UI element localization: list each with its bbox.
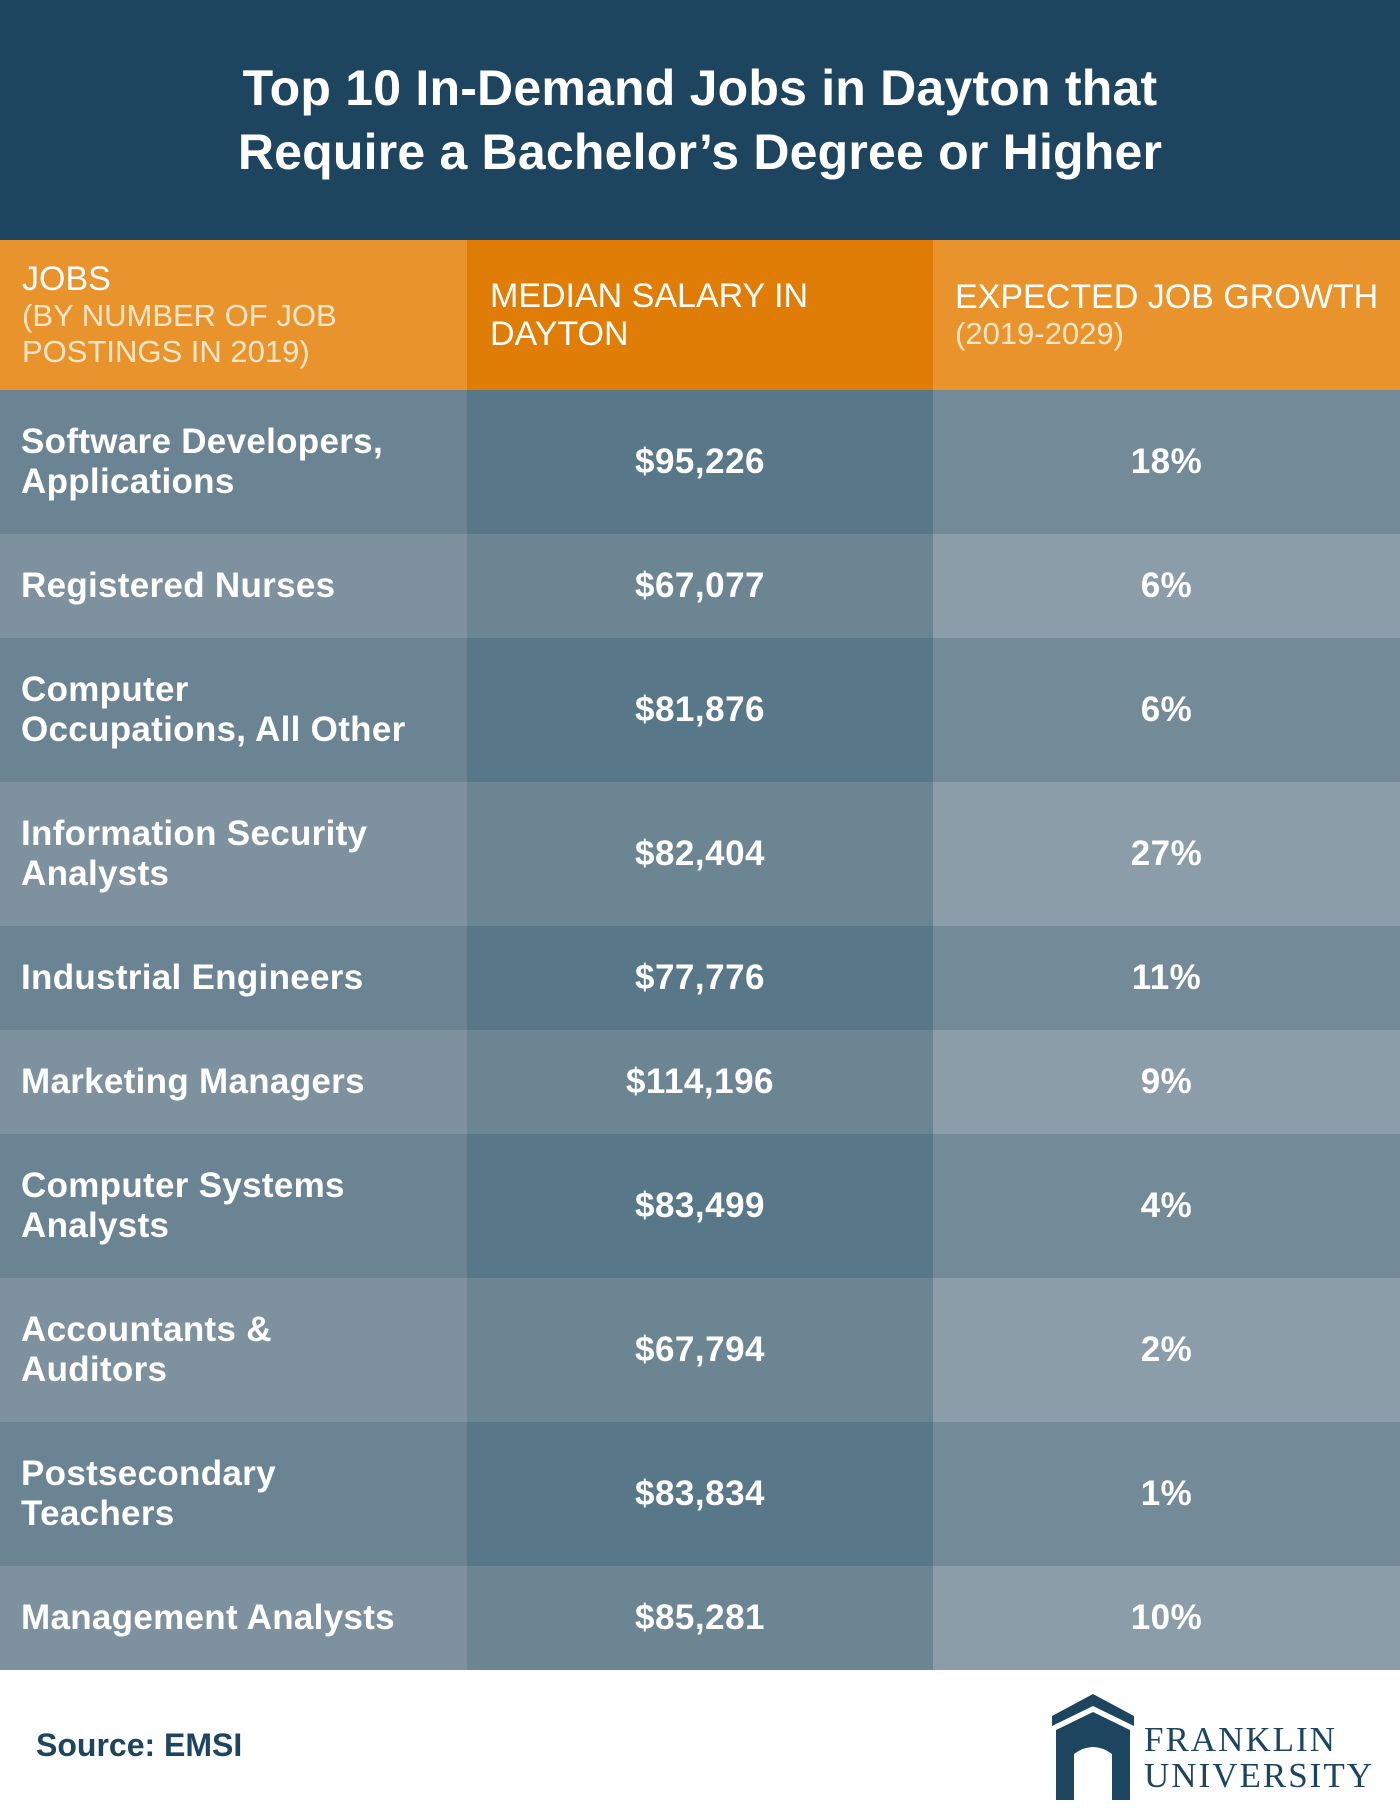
source-note: Source: EMSI [36, 1727, 243, 1763]
header-growth: EXPECTED JOB GROWTH (2019-2029) [933, 240, 1400, 390]
salary-cell: $95,226 [467, 390, 933, 534]
header-growth-label: EXPECTED JOB GROWTH [955, 278, 1379, 316]
growth-cell: 9% [933, 1030, 1400, 1134]
franklin-arch-logo-icon [1052, 1694, 1134, 1800]
job-cell: Computer Occupations, All Other [0, 638, 467, 782]
jobs-table: JOBS (BY NUMBER OF JOB POSTINGS IN 2019)… [0, 240, 1400, 1670]
logo-wordmark: FRANKLIN UNIVERSITY [1144, 1722, 1374, 1794]
salary-cell: $83,499 [467, 1134, 933, 1278]
job-name-line-2: Analysts [21, 1206, 170, 1245]
header-salary-label-2: DAYTON [490, 315, 629, 353]
job-name-line-1: Registered Nurses [21, 566, 336, 605]
job-name-line-1: Management Analysts [21, 1598, 395, 1637]
job-name-line-2: Occupations, All Other [21, 710, 406, 749]
growth-cell: 6% [933, 534, 1400, 638]
job-name-line-1: Software Developers, [21, 422, 383, 461]
footer: Source: EMSI FRANKLIN UNIVERSITY [0, 1670, 1400, 1811]
job-name-line-1: Marketing Managers [21, 1062, 365, 1101]
growth-cell: 1% [933, 1422, 1400, 1566]
job-cell: Accountants & Auditors [0, 1278, 467, 1422]
job-cell: Postsecondary Teachers [0, 1422, 467, 1566]
salary-cell: $114,196 [467, 1030, 933, 1134]
logo-text-line-2: UNIVERSITY [1144, 1756, 1374, 1795]
growth-cell: 18% [933, 390, 1400, 534]
title-line-2: Require a Bachelor’s Degree or Higher [237, 124, 1163, 180]
header-jobs-sublabel-2: POSTINGS IN 2019) [22, 334, 310, 369]
job-cell: Industrial Engineers [0, 926, 467, 1030]
job-name-line-2: Applications [21, 462, 235, 501]
salary-cell: $77,776 [467, 926, 933, 1030]
job-name-line-1: Computer [21, 670, 189, 709]
growth-cell: 27% [933, 782, 1400, 926]
job-cell: Marketing Managers [0, 1030, 467, 1134]
salary-cell: $81,876 [467, 638, 933, 782]
growth-cell: 4% [933, 1134, 1400, 1278]
salary-cell: $67,794 [467, 1278, 933, 1422]
job-cell: Registered Nurses [0, 534, 467, 638]
job-name-line-2: Teachers [21, 1494, 175, 1533]
job-name-line-1: Computer Systems [21, 1166, 345, 1205]
title-line-1: Top 10 In-Demand Jobs in Dayton that [242, 60, 1158, 116]
growth-cell: 6% [933, 638, 1400, 782]
job-cell: Information Security Analysts [0, 782, 467, 926]
job-name-line-2: Analysts [21, 854, 170, 893]
salary-cell: $85,281 [467, 1566, 933, 1670]
salary-cell: $67,077 [467, 534, 933, 638]
header-jobs: JOBS (BY NUMBER OF JOB POSTINGS IN 2019) [0, 240, 467, 390]
growth-cell: 2% [933, 1278, 1400, 1422]
job-name-line-2: Auditors [21, 1350, 168, 1389]
job-cell: Management Analysts [0, 1566, 467, 1670]
growth-cell: 10% [933, 1566, 1400, 1670]
header-salary: MEDIAN SALARY IN DAYTON [467, 240, 933, 390]
job-cell: Computer Systems Analysts [0, 1134, 467, 1278]
job-name-line-1: Industrial Engineers [21, 958, 364, 997]
salary-cell: $83,834 [467, 1422, 933, 1566]
growth-cell: 11% [933, 926, 1400, 1030]
logo-text-line-1: FRANKLIN [1144, 1720, 1337, 1759]
job-cell: Software Developers, Applications [0, 390, 467, 534]
header-salary-label-1: MEDIAN SALARY IN [490, 277, 809, 315]
salary-cell: $82,404 [467, 782, 933, 926]
header-jobs-sublabel-1: (BY NUMBER OF JOB [22, 298, 337, 333]
job-name-line-1: Accountants & [21, 1310, 272, 1349]
job-name-line-1: Information Security [21, 814, 368, 853]
title-banner: Top 10 In-Demand Jobs in Dayton that Req… [0, 0, 1400, 240]
header-jobs-label: JOBS [22, 260, 111, 298]
header-growth-sublabel: (2019-2029) [955, 316, 1124, 351]
franklin-university-logo: FRANKLIN UNIVERSITY [1050, 1692, 1380, 1802]
job-name-line-1: Postsecondary [21, 1454, 276, 1493]
